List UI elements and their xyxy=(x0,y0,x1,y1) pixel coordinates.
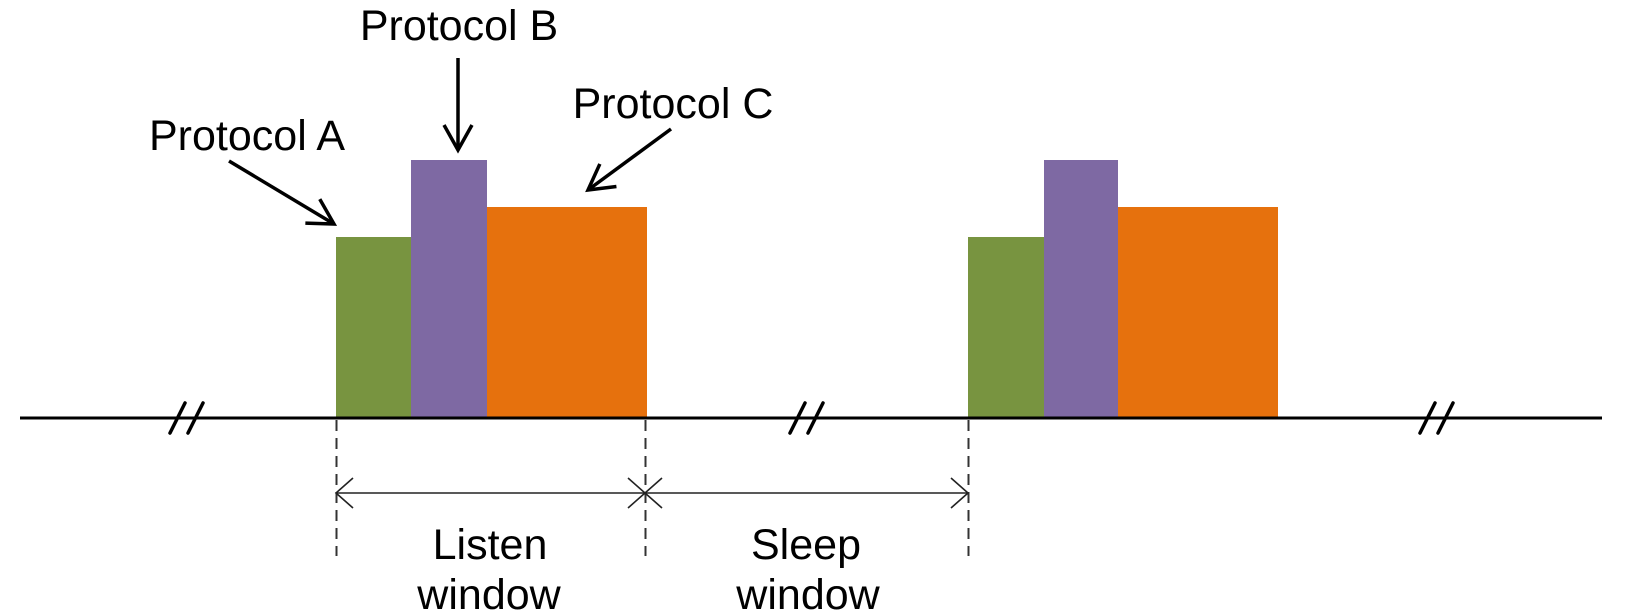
protocol-b-bar-cycle1 xyxy=(411,160,487,419)
axis-break-icon xyxy=(168,401,205,435)
protocol-c-callout-arrow xyxy=(585,127,673,193)
protocol-a-label: Protocol A xyxy=(149,112,345,160)
axis-break-icon xyxy=(788,401,825,435)
sleep-window-label-line2: window xyxy=(735,571,880,610)
sleep-window-label-line1: Sleep xyxy=(751,521,861,569)
protocol-c-label: Protocol C xyxy=(573,80,774,128)
protocol-a-bar-cycle2 xyxy=(968,237,1044,419)
listen-window-label-line2: window xyxy=(416,571,561,610)
protocol-c-bar-cycle1 xyxy=(487,207,647,419)
protocol-a-bar-cycle1 xyxy=(336,237,411,419)
axis-break-icon xyxy=(1418,401,1455,435)
protocol-a-callout-arrow xyxy=(228,159,338,226)
protocol-b-label: Protocol B xyxy=(360,2,558,50)
listen-window-label-line1: Listen xyxy=(433,521,548,569)
protocol-b-bar-cycle2 xyxy=(1044,160,1118,419)
protocol-c-bar-cycle2 xyxy=(1118,207,1278,419)
